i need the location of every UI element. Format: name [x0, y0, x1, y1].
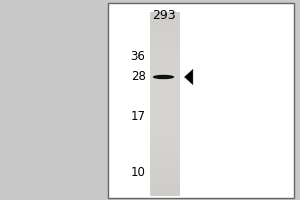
Bar	[150, 122, 180, 125]
Bar	[150, 67, 180, 70]
Text: 10: 10	[130, 166, 146, 178]
Bar	[150, 177, 180, 181]
Bar	[150, 134, 180, 138]
Bar	[150, 91, 180, 95]
Text: 36: 36	[130, 49, 146, 62]
Bar	[150, 104, 180, 107]
Bar	[150, 171, 180, 175]
Bar	[150, 12, 180, 196]
Bar	[150, 94, 180, 98]
Bar	[150, 42, 180, 46]
Bar	[150, 48, 180, 52]
Bar	[150, 61, 180, 64]
Bar	[150, 162, 180, 165]
Bar	[150, 107, 180, 110]
Bar	[150, 64, 180, 67]
Bar	[150, 113, 180, 116]
Bar	[150, 51, 180, 55]
Bar	[150, 39, 180, 43]
Bar	[150, 131, 180, 135]
Bar	[150, 70, 180, 73]
Bar	[150, 174, 180, 178]
Bar	[150, 165, 180, 168]
Bar	[150, 143, 180, 147]
Bar	[150, 125, 180, 129]
Text: 293: 293	[152, 9, 175, 22]
Bar	[150, 58, 180, 61]
Bar	[150, 140, 180, 144]
Bar	[150, 88, 180, 92]
Bar	[150, 193, 180, 196]
Bar	[150, 36, 180, 40]
Bar	[150, 15, 180, 18]
Bar	[150, 183, 180, 187]
Bar	[150, 116, 180, 119]
Bar	[150, 27, 180, 30]
Text: 28: 28	[130, 71, 146, 84]
Bar	[150, 147, 180, 150]
Bar	[150, 45, 180, 49]
Bar	[150, 18, 180, 21]
Bar	[108, 3, 294, 198]
Bar	[150, 101, 180, 104]
Bar	[150, 186, 180, 190]
Bar	[150, 85, 180, 89]
Bar	[150, 55, 180, 58]
Ellipse shape	[153, 75, 174, 79]
Bar	[150, 119, 180, 122]
Bar	[150, 150, 180, 153]
Bar	[150, 79, 180, 83]
Bar	[150, 137, 180, 141]
Bar	[150, 73, 180, 76]
Bar	[150, 30, 180, 33]
Bar	[150, 76, 180, 79]
Bar	[150, 153, 180, 156]
Bar	[150, 128, 180, 132]
Bar	[150, 168, 180, 171]
Bar	[150, 97, 180, 101]
Bar	[150, 82, 180, 86]
Bar	[150, 21, 180, 24]
Bar	[150, 24, 180, 27]
Bar	[150, 159, 180, 162]
Bar	[150, 189, 180, 193]
Bar	[150, 33, 180, 37]
Polygon shape	[184, 69, 193, 85]
Bar	[150, 110, 180, 113]
Bar	[150, 180, 180, 184]
Text: 17: 17	[130, 110, 146, 122]
Bar	[150, 156, 180, 159]
Bar	[150, 12, 180, 15]
